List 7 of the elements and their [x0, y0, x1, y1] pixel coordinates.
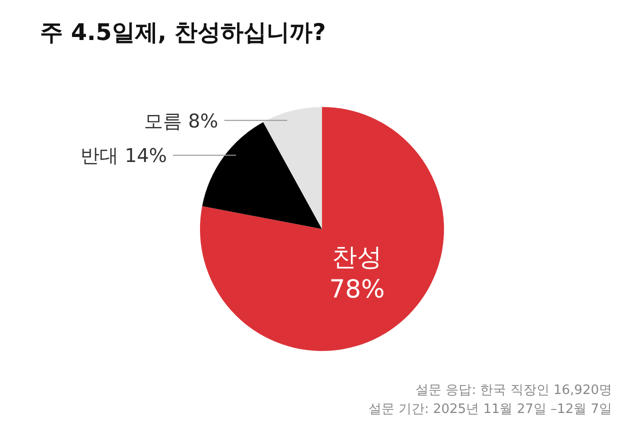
chart-title: 주 4.5일제, 찬성하십니까?	[40, 20, 326, 46]
slice-label: 찬성	[332, 242, 382, 272]
text: 설문 기간: 2025년 11월 27일 –12월 7일	[368, 402, 612, 417]
slice-label: 반대 14%	[80, 145, 167, 168]
text: 설문 응답: 한국 직장인 16,920명	[416, 383, 612, 398]
data-label: 78%	[329, 274, 385, 304]
slice-label: 모름 8%	[144, 110, 218, 132]
